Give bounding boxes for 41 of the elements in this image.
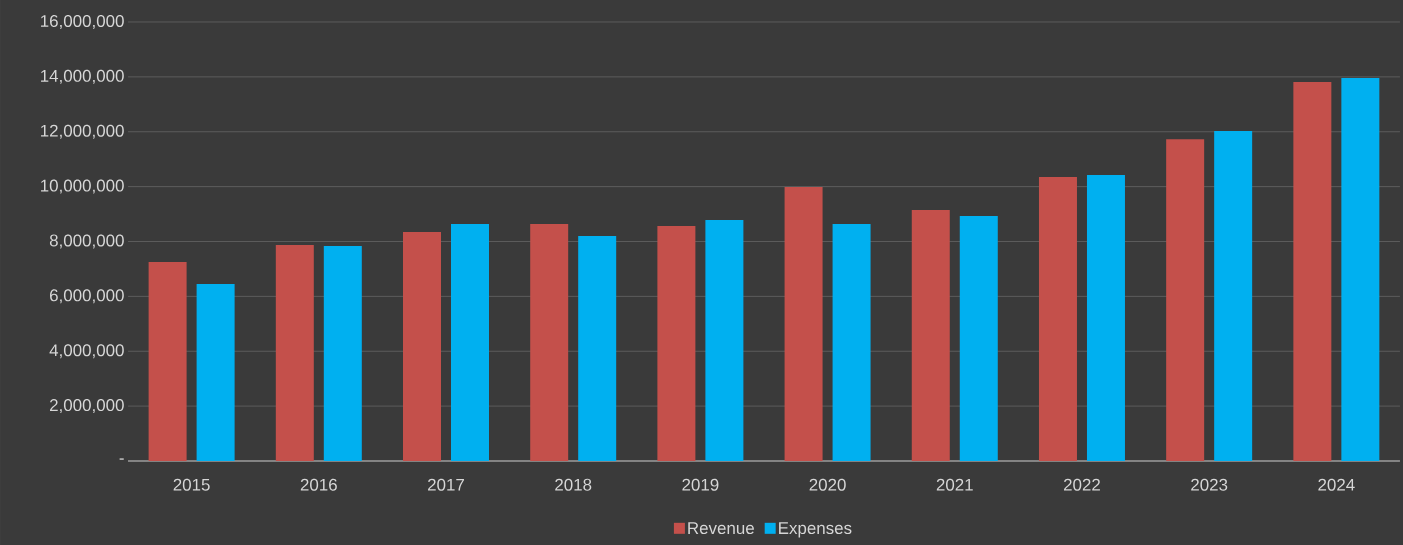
bar [911, 209, 950, 461]
bar [959, 215, 998, 461]
y-tick-label: 14,000,000 [41, 69, 124, 84]
x-tick-label: 2020 [809, 478, 846, 491]
bar [832, 223, 871, 461]
bar [275, 245, 314, 461]
x-tick-label: 2016 [300, 478, 337, 491]
bar [1293, 82, 1332, 461]
bar [1166, 139, 1205, 461]
bar [784, 186, 823, 461]
y-tick-label: 16,000,000 [41, 14, 124, 29]
bar [530, 223, 569, 461]
x-tick-label: 2017 [428, 478, 464, 491]
y-tick-label: 6,000,000 [50, 289, 124, 304]
x-tick-label: 2021 [936, 478, 973, 491]
y-tick-label: 4,000,000 [49, 344, 124, 359]
bar [1086, 175, 1125, 461]
bar [657, 226, 696, 461]
bar [451, 223, 489, 461]
bar [403, 231, 441, 461]
y-tick-label: 12,000,000 [41, 124, 124, 139]
bar [578, 236, 617, 461]
bar [1214, 130, 1253, 461]
x-tick-label: 2024 [1318, 478, 1355, 491]
legend-label: Revenue [688, 522, 754, 535]
x-tick-label: 2018 [555, 478, 592, 491]
bar [323, 245, 362, 461]
y-tick-label: - [119, 458, 124, 460]
bar [1341, 77, 1380, 461]
x-tick-label: 2023 [1191, 478, 1228, 491]
bar [1038, 177, 1077, 461]
y-tick-label: 2,000,000 [50, 399, 124, 414]
bar [148, 262, 187, 461]
bar [705, 220, 744, 461]
y-tick-label: 10,000,000 [41, 179, 124, 194]
y-tick-label: 8,000,000 [49, 234, 124, 249]
x-tick-label: 2019 [682, 478, 719, 491]
bar [196, 284, 235, 461]
x-tick-label: 2022 [1063, 478, 1100, 491]
x-tick-label: 2015 [173, 478, 210, 491]
legend-label: Expenses [779, 522, 852, 538]
